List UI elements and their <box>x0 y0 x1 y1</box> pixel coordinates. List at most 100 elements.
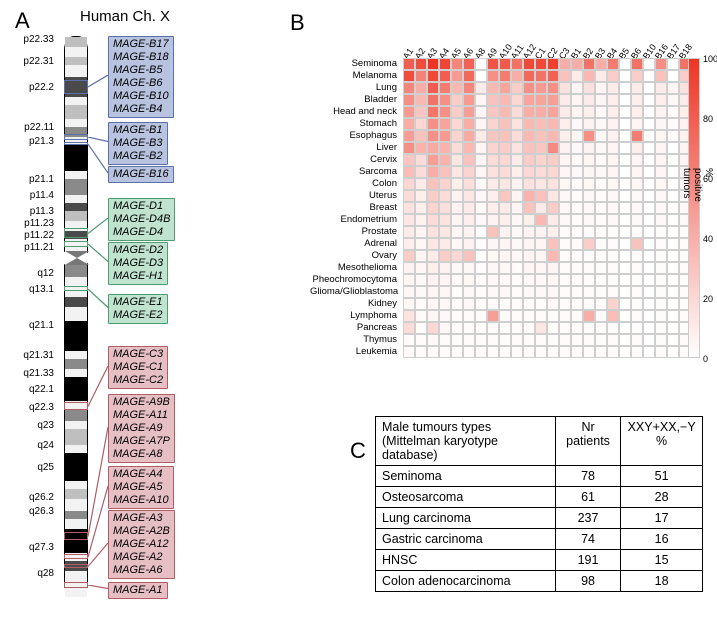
heatmap-cell <box>547 250 559 262</box>
heatmap-cell <box>403 310 415 322</box>
heatmap-cell <box>451 262 463 274</box>
heatmap-cell <box>439 262 451 274</box>
heatmap-cell <box>499 142 511 154</box>
heatmap-cell <box>595 202 607 214</box>
panel-label-b: B <box>290 10 305 36</box>
gene-label: MAGE-A2B <box>113 525 170 538</box>
heatmap-cell <box>523 130 535 142</box>
chromosome-ideogram <box>64 36 88 596</box>
gene-label: MAGE-B4 <box>113 103 169 116</box>
leader-box <box>64 564 88 568</box>
heatmap-cell <box>535 106 547 118</box>
chromosome-title: Human Ch. X <box>80 8 170 25</box>
heatmap-cell <box>403 274 415 286</box>
heatmap-row-label: Melanoma <box>310 70 400 82</box>
heatmap-cell <box>535 334 547 346</box>
gene-label: MAGE-H1 <box>113 270 163 283</box>
heatmap-cell <box>523 322 535 334</box>
heatmap-cell <box>667 322 679 334</box>
heatmap-cell <box>535 70 547 82</box>
heatmap-cell <box>595 142 607 154</box>
heatmap-cell <box>607 250 619 262</box>
heatmap-cell <box>487 286 499 298</box>
heatmap-cell <box>463 118 475 130</box>
heatmap-cell <box>463 58 475 70</box>
heatmap-cell <box>475 106 487 118</box>
heatmap-cell <box>631 202 643 214</box>
heatmap-cell <box>523 310 535 322</box>
heatmap-cell <box>403 106 415 118</box>
heatmap-cell <box>451 250 463 262</box>
heatmap-cell <box>439 190 451 202</box>
gene-label: MAGE-B2 <box>113 150 163 163</box>
heatmap-cell <box>619 262 631 274</box>
heatmap-cell <box>643 94 655 106</box>
gene-group: MAGE-A3MAGE-A2BMAGE-A12MAGE-A2MAGE-A6 <box>108 510 175 579</box>
heatmap-cell <box>415 70 427 82</box>
heatmap-cell <box>595 118 607 130</box>
heatmap-cell <box>499 286 511 298</box>
heatmap-row-label: Lung <box>310 82 400 94</box>
table-cell: 78 <box>555 466 620 487</box>
gene-group: MAGE-A9BMAGE-A11MAGE-A9MAGE-A7PMAGE-A8 <box>108 394 175 463</box>
heatmap-cell <box>415 154 427 166</box>
heatmap-cell <box>667 190 679 202</box>
table-cell: Lung carcinoma <box>376 508 556 529</box>
heatmap-cell <box>667 214 679 226</box>
heatmap-cell <box>487 238 499 250</box>
heatmap-cell <box>583 322 595 334</box>
heatmap-cell <box>439 202 451 214</box>
heatmap-cell <box>499 82 511 94</box>
heatmap-cell <box>487 226 499 238</box>
heatmap-cell <box>631 346 643 358</box>
heatmap-cell <box>667 166 679 178</box>
heatmap-cell <box>607 334 619 346</box>
heatmap-cell <box>451 94 463 106</box>
heatmap-cell <box>583 346 595 358</box>
heatmap-cell <box>427 346 439 358</box>
heatmap-cell <box>571 106 583 118</box>
leader-box <box>64 241 88 247</box>
heatmap-cell <box>655 142 667 154</box>
heatmap-cell <box>571 202 583 214</box>
gene-label: MAGE-A2 <box>113 551 170 564</box>
heatmap-cell <box>487 262 499 274</box>
heatmap-cell <box>463 298 475 310</box>
heatmap-cell <box>463 106 475 118</box>
heatmap-cell <box>499 310 511 322</box>
heatmap-cell <box>427 262 439 274</box>
heatmap-cell <box>523 58 535 70</box>
heatmap-cell <box>463 274 475 286</box>
heatmap-cell <box>571 118 583 130</box>
heatmap-cell <box>439 178 451 190</box>
heatmap-cell <box>583 130 595 142</box>
panel-a: p22.33p22.31p22.2p22.11p21.3p21.1p11.4p1… <box>8 34 273 624</box>
heatmap-cell <box>475 118 487 130</box>
heatmap-cell <box>619 106 631 118</box>
gene-label: MAGE-A4 <box>113 468 169 481</box>
heatmap-cell <box>667 82 679 94</box>
heatmap-cell <box>607 70 619 82</box>
heatmap-cell <box>619 238 631 250</box>
heatmap-cell <box>403 58 415 70</box>
table-cell: 98 <box>555 571 620 592</box>
heatmap-cell <box>535 214 547 226</box>
heatmap-cell <box>619 226 631 238</box>
heatmap-cell <box>403 70 415 82</box>
table-cell: Gastric carcinoma <box>376 529 556 550</box>
heatmap-cell <box>463 82 475 94</box>
heatmap-cell <box>463 154 475 166</box>
gene-label: MAGE-B6 <box>113 77 169 90</box>
heatmap-cell <box>667 286 679 298</box>
heatmap-cell <box>571 82 583 94</box>
heatmap-cell <box>619 250 631 262</box>
heatmap-cell <box>427 298 439 310</box>
gene-label: MAGE-A1 <box>113 584 163 597</box>
gene-label: MAGE-B18 <box>113 51 169 64</box>
heatmap-cell <box>631 82 643 94</box>
heatmap-cell <box>475 154 487 166</box>
heatmap-cell <box>439 310 451 322</box>
heatmap-cell <box>403 298 415 310</box>
heatmap-cell <box>415 166 427 178</box>
heatmap-cell <box>511 226 523 238</box>
